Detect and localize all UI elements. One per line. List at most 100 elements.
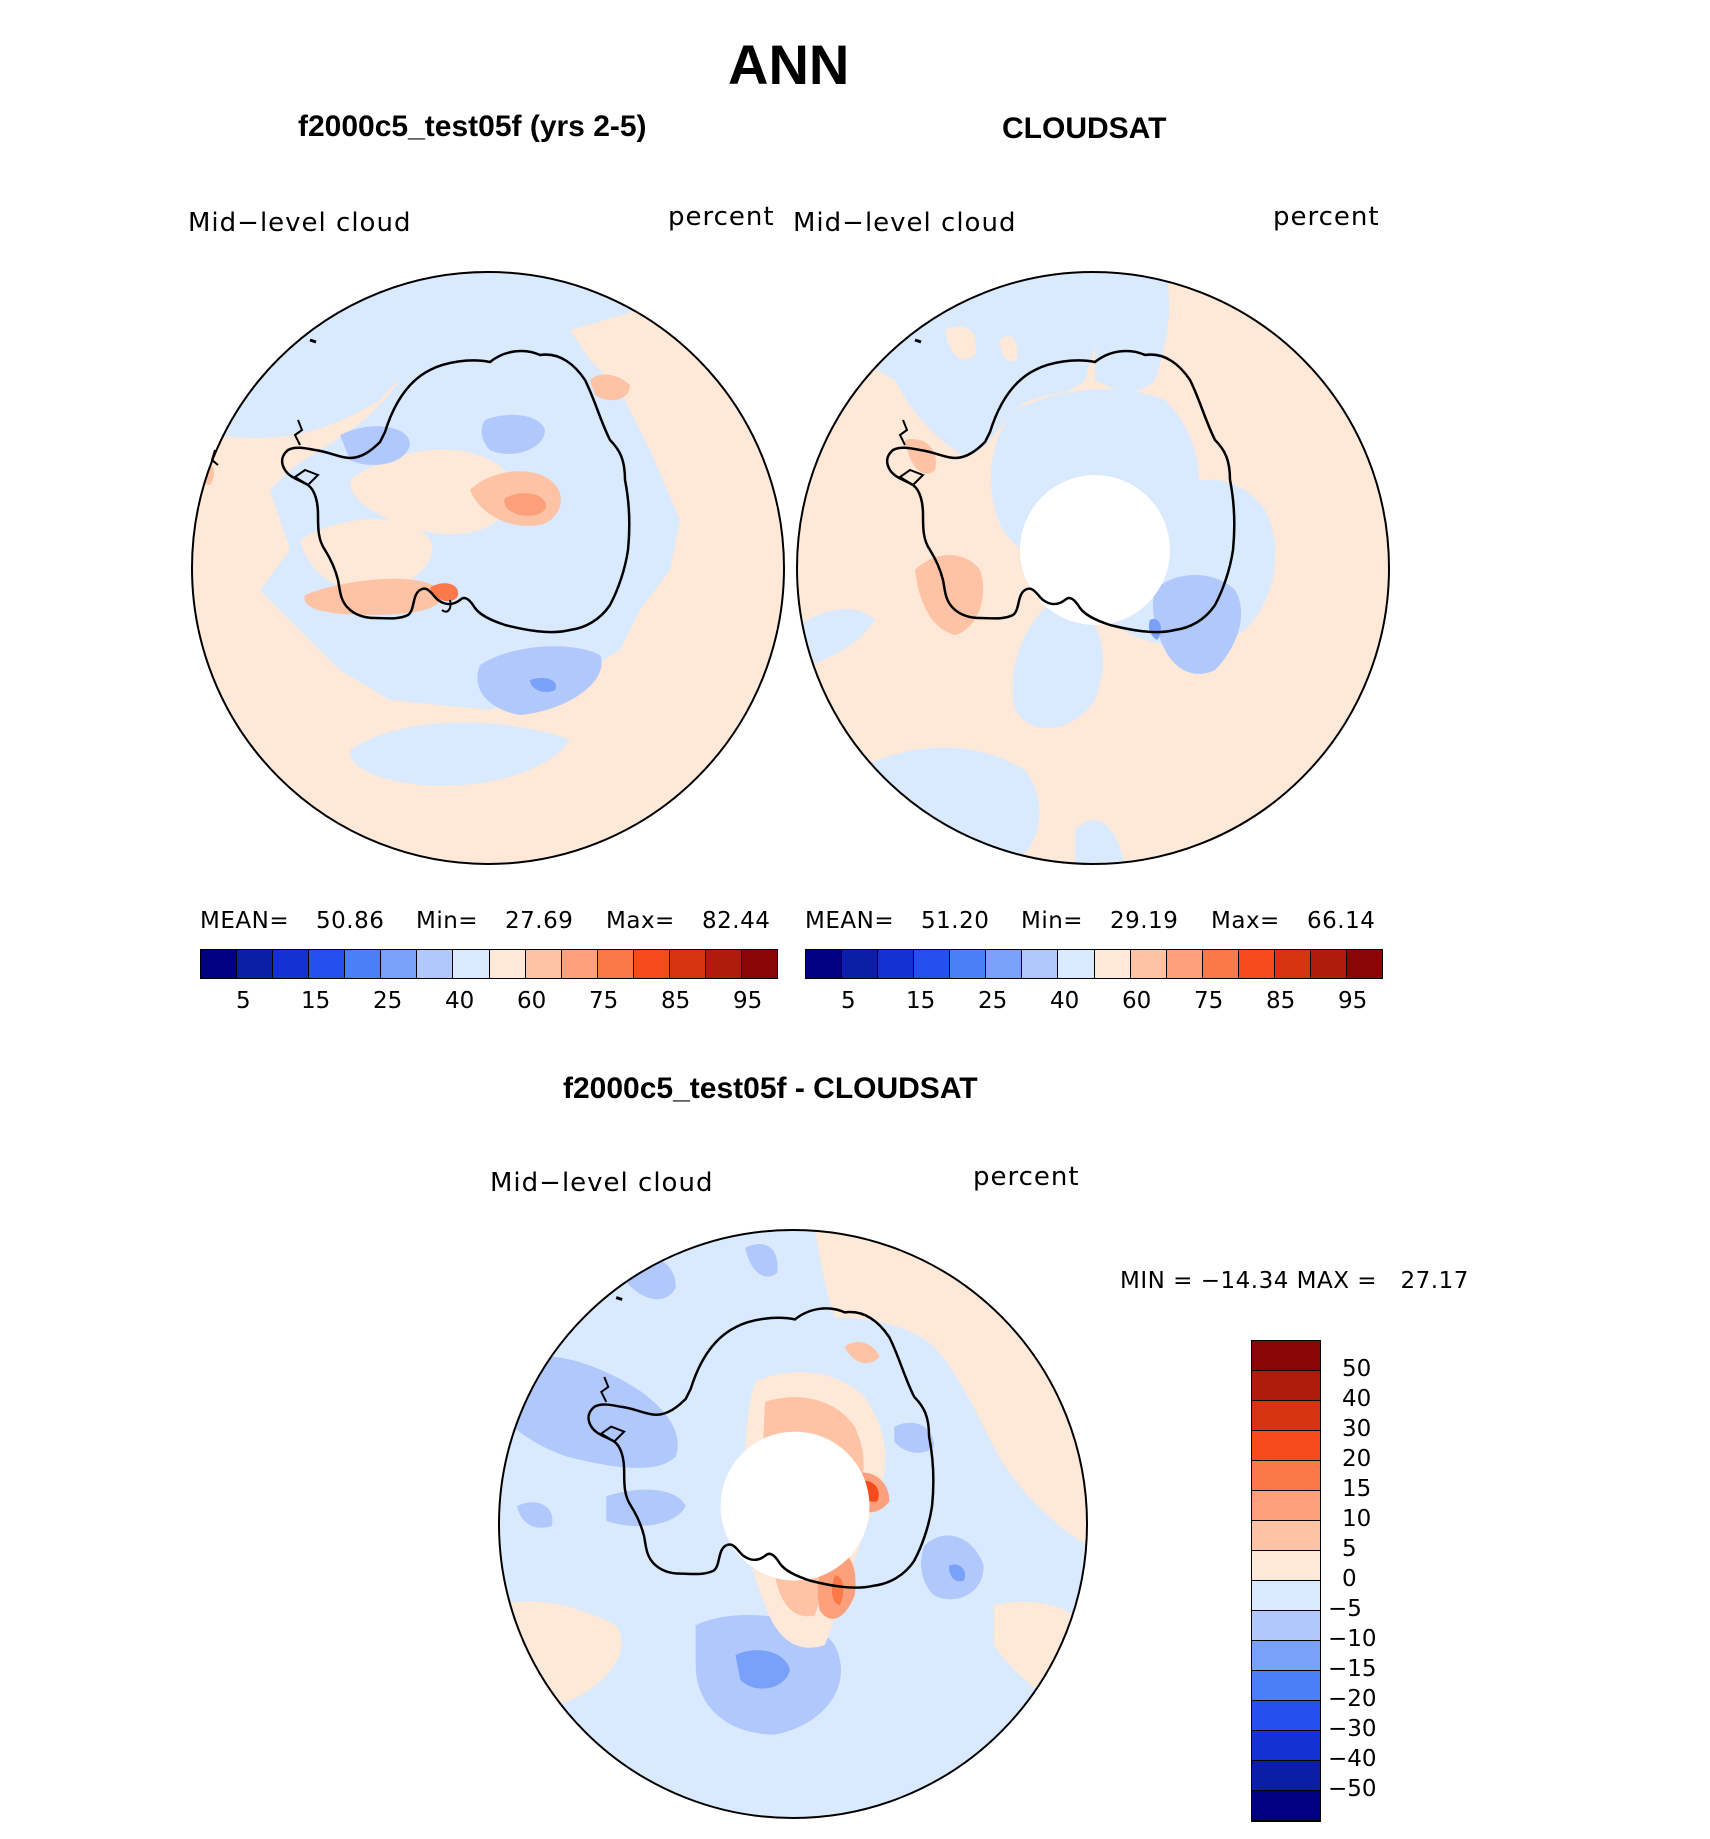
colorbar-tick: 75 [589, 988, 619, 1014]
diff-panel-colorbar-ticks: 50 40 30 20 15 10 5 0 −5 −10 −15 −20 −30 −40 −50 [1328, 1340, 1428, 1820]
colorbar-tick: 25 [978, 988, 1008, 1014]
colorbar-swatch [1252, 1701, 1320, 1731]
colorbar-tick: 50 [1342, 1356, 1372, 1382]
panel-1-units-label: percent [668, 202, 775, 232]
panel-1-mean-value: 50.86 [316, 908, 385, 934]
colorbar-tick: 5 [236, 988, 251, 1014]
panel-1-mean-label: MEAN= [200, 908, 290, 934]
colorbar-tick: 75 [1194, 988, 1224, 1014]
colorbar-tick: 85 [1266, 988, 1296, 1014]
panel-2-title: CLOUDSAT [1002, 112, 1167, 145]
colorbar-tick: 30 [1342, 1416, 1372, 1442]
colorbar-swatch [986, 950, 1023, 978]
colorbar-swatch [1166, 950, 1203, 978]
colorbar-swatch [1252, 1671, 1320, 1701]
panel-1-colorbar-ticks: 5 15 25 40 60 75 85 95 [200, 988, 776, 1018]
panel-2-variable-label: Mid−level cloud [793, 208, 1017, 238]
diff-panel-polar-map [497, 1228, 1089, 1820]
colorbar-swatch [842, 950, 879, 978]
diff-panel-variable-label: Mid−level cloud [490, 1168, 714, 1198]
colorbar-swatch [1238, 950, 1275, 978]
colorbar-tick: 60 [1122, 988, 1152, 1014]
colorbar-swatch [1130, 950, 1167, 978]
panel-1-min-label: Min= [416, 908, 479, 934]
colorbar-tick: 20 [1342, 1446, 1372, 1472]
colorbar-tick: 15 [1342, 1476, 1372, 1502]
colorbar-swatch [1310, 950, 1347, 978]
colorbar-swatch [950, 950, 987, 978]
colorbar-swatch [453, 950, 490, 978]
colorbar-swatch [1058, 950, 1095, 978]
colorbar-tick: 60 [517, 988, 547, 1014]
colorbar-tick: −15 [1328, 1656, 1377, 1682]
panel-1-max-value: 82.44 [702, 908, 771, 934]
colorbar-swatch [1252, 1461, 1320, 1491]
panel-2-colorbar [805, 949, 1383, 979]
colorbar-tick: −10 [1328, 1626, 1377, 1652]
colorbar-swatch [417, 950, 454, 978]
colorbar-tick: 10 [1342, 1506, 1372, 1532]
colorbar-swatch [489, 950, 526, 978]
colorbar-swatch [1252, 1611, 1320, 1641]
colorbar-swatch [1022, 950, 1059, 978]
colorbar-tick: 5 [1342, 1536, 1357, 1562]
panel-1-min-value: 27.69 [505, 908, 574, 934]
colorbar-tick: 25 [373, 988, 403, 1014]
colorbar-swatch [1252, 1731, 1320, 1761]
colorbar-tick: 40 [1050, 988, 1080, 1014]
panel-2-mean-label: MEAN= [805, 908, 895, 934]
colorbar-swatch [705, 950, 742, 978]
colorbar-tick: 40 [1342, 1386, 1372, 1412]
colorbar-swatch [1252, 1431, 1320, 1461]
colorbar-swatch [345, 950, 382, 978]
colorbar-swatch [633, 950, 670, 978]
colorbar-swatch [878, 950, 915, 978]
colorbar-swatch [1252, 1401, 1320, 1431]
colorbar-swatch [1252, 1491, 1320, 1521]
colorbar-swatch [1252, 1371, 1320, 1401]
colorbar-tick: 15 [906, 988, 936, 1014]
panel-2-units-label: percent [1273, 202, 1380, 232]
panel-2-max-label: Max= [1211, 908, 1280, 934]
colorbar-tick: −40 [1328, 1746, 1377, 1772]
panel-2-polar-map [796, 271, 1390, 865]
colorbar-tick: −20 [1328, 1686, 1377, 1712]
colorbar-swatch [1094, 950, 1131, 978]
panel-2-max-value: 66.14 [1307, 908, 1376, 934]
colorbar-swatch [914, 950, 951, 978]
colorbar-tick: −5 [1328, 1596, 1362, 1622]
colorbar-tick: 95 [1338, 988, 1368, 1014]
colorbar-swatch [309, 950, 346, 978]
colorbar-swatch [1202, 950, 1239, 978]
panel-1-variable-label: Mid−level cloud [188, 208, 412, 238]
colorbar-swatch [1252, 1761, 1320, 1791]
colorbar-swatch [1346, 950, 1382, 978]
colorbar-tick: 95 [733, 988, 763, 1014]
colorbar-swatch [201, 950, 238, 978]
diff-panel-title: f2000c5_test05f - CLOUDSAT [563, 1072, 978, 1105]
colorbar-swatch [1252, 1581, 1320, 1611]
colorbar-swatch [561, 950, 598, 978]
colorbar-tick: 0 [1342, 1566, 1357, 1592]
colorbar-tick: 5 [841, 988, 856, 1014]
panel-1-polar-map [191, 271, 785, 865]
colorbar-swatch [1252, 1791, 1320, 1821]
colorbar-swatch [1252, 1341, 1320, 1371]
colorbar-swatch [1252, 1521, 1320, 1551]
colorbar-swatch [237, 950, 274, 978]
panel-2-min-label: Min= [1021, 908, 1084, 934]
panel-2-mean-value: 51.20 [921, 908, 990, 934]
diff-panel-minmax: MIN = −14.34 MAX = 27.17 [1120, 1268, 1469, 1294]
colorbar-swatch [381, 950, 418, 978]
diff-panel-colorbar [1251, 1340, 1321, 1822]
colorbar-swatch [1252, 1641, 1320, 1671]
diff-panel-units-label: percent [973, 1162, 1080, 1192]
colorbar-swatch [525, 950, 562, 978]
panel-1-max-label: Max= [606, 908, 675, 934]
colorbar-swatch [669, 950, 706, 978]
colorbar-tick: 85 [661, 988, 691, 1014]
panel-2-colorbar-ticks: 5 15 25 40 60 75 85 95 [805, 988, 1381, 1018]
colorbar-swatch [597, 950, 634, 978]
colorbar-swatch [1252, 1551, 1320, 1581]
panel-1-title: f2000c5_test05f (yrs 2-5) [298, 110, 647, 143]
